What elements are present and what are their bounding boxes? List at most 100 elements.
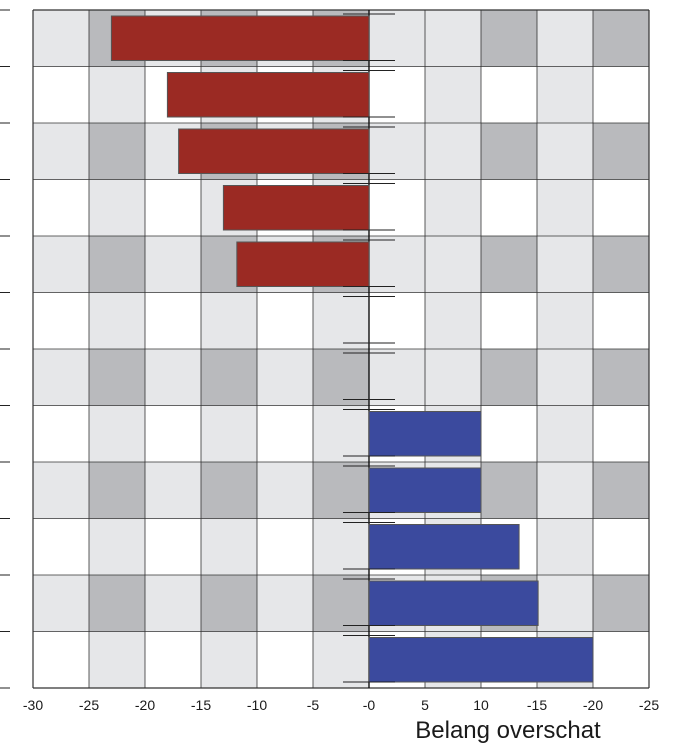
grid-cell: [257, 631, 313, 688]
bar-negative: [236, 241, 370, 287]
grid-cell: [593, 292, 649, 349]
grid-cell: [145, 575, 201, 632]
grid-cell: [369, 292, 425, 349]
bar-negative: [222, 185, 370, 231]
grid-cell: [33, 179, 89, 236]
x-tick-label: -15: [191, 697, 211, 713]
x-tick-label: -25: [639, 697, 659, 713]
grid-cell: [537, 66, 593, 123]
grid-cell: [425, 123, 481, 180]
grid-cell: [593, 10, 649, 67]
grid-cell: [537, 179, 593, 236]
grid-cell: [593, 462, 649, 519]
grid-cell: [313, 462, 369, 519]
bar-negative: [110, 15, 370, 61]
grid-cell: [425, 349, 481, 406]
grid-cell: [313, 518, 369, 575]
grid-cell: [145, 518, 201, 575]
grid-cell: [145, 349, 201, 406]
grid-cell: [425, 236, 481, 293]
grid-cell: [537, 518, 593, 575]
grid-cell: [425, 292, 481, 349]
grid-cell: [593, 66, 649, 123]
grid-cell: [201, 631, 257, 688]
grid-cell: [89, 575, 145, 632]
grid-cell: [201, 349, 257, 406]
grid-cell: [313, 292, 369, 349]
grid-cell: [257, 575, 313, 632]
grid-cell: [481, 10, 537, 67]
grid-cell: [369, 10, 425, 67]
bar-positive: [368, 524, 520, 570]
x-tick-label: -5: [307, 697, 320, 713]
grid-cell: [593, 179, 649, 236]
grid-cell: [481, 349, 537, 406]
grid-cell: [33, 66, 89, 123]
grid-cell: [593, 631, 649, 688]
grid-cell: [33, 10, 89, 67]
grid-cell: [201, 292, 257, 349]
grid-cell: [89, 179, 145, 236]
bar-positive: [368, 580, 539, 626]
grid-cell: [481, 292, 537, 349]
grid-cell: [257, 349, 313, 406]
grid-cell: [89, 518, 145, 575]
grid-cell: [481, 462, 537, 519]
bar-positive: [368, 637, 594, 683]
grid-cell: [369, 349, 425, 406]
grid-cell: [89, 631, 145, 688]
grid-cell: [145, 631, 201, 688]
grid-cell: [425, 66, 481, 123]
grid-cell: [89, 236, 145, 293]
x-tick-label: -0: [363, 697, 376, 713]
grid-cell: [89, 292, 145, 349]
grid-cell: [537, 10, 593, 67]
grid-cell: [369, 123, 425, 180]
grid-cell: [425, 179, 481, 236]
bar-negative: [178, 128, 370, 174]
grid-cell: [145, 462, 201, 519]
grid-cell: [369, 66, 425, 123]
grid-cell: [33, 405, 89, 462]
grid-cell: [89, 66, 145, 123]
grid-cell: [89, 405, 145, 462]
grid-cell: [369, 179, 425, 236]
grid-cell: [313, 631, 369, 688]
grid-cell: [537, 236, 593, 293]
grid-cell: [33, 123, 89, 180]
grid-cell: [593, 236, 649, 293]
grid-cell: [33, 349, 89, 406]
grid-cell: [481, 405, 537, 462]
x-tick-labels: -30 -25 -20 -15 -10 -5 -0 5 10 -15 -20 -25: [23, 697, 659, 713]
x-tick-label: -15: [527, 697, 547, 713]
grid-cell: [201, 518, 257, 575]
grid-cell: [145, 179, 201, 236]
grid-cell: [481, 66, 537, 123]
grid-cell: [425, 10, 481, 67]
grid-cell: [89, 123, 145, 180]
grid-cell: [593, 575, 649, 632]
grid-cell: [33, 462, 89, 519]
grid-cell: [201, 462, 257, 519]
grid-cell: [481, 236, 537, 293]
bars: [110, 15, 594, 683]
grid-cell: [593, 123, 649, 180]
grid-cell: [33, 518, 89, 575]
x-tick-label: 10: [473, 697, 489, 713]
x-tick-label: -25: [79, 697, 99, 713]
grid-cell: [33, 631, 89, 688]
x-tick-label: -30: [23, 697, 43, 713]
bar-positive: [368, 411, 482, 457]
grid-cell: [257, 462, 313, 519]
grid-cell: [537, 462, 593, 519]
bar-negative: [166, 72, 370, 118]
grid-cell: [481, 123, 537, 180]
grid-cell: [145, 292, 201, 349]
x-tick-label: -20: [583, 697, 603, 713]
grid-cell: [537, 292, 593, 349]
grid-cell: [481, 179, 537, 236]
grid-cell: [145, 236, 201, 293]
grid-cell: [537, 349, 593, 406]
